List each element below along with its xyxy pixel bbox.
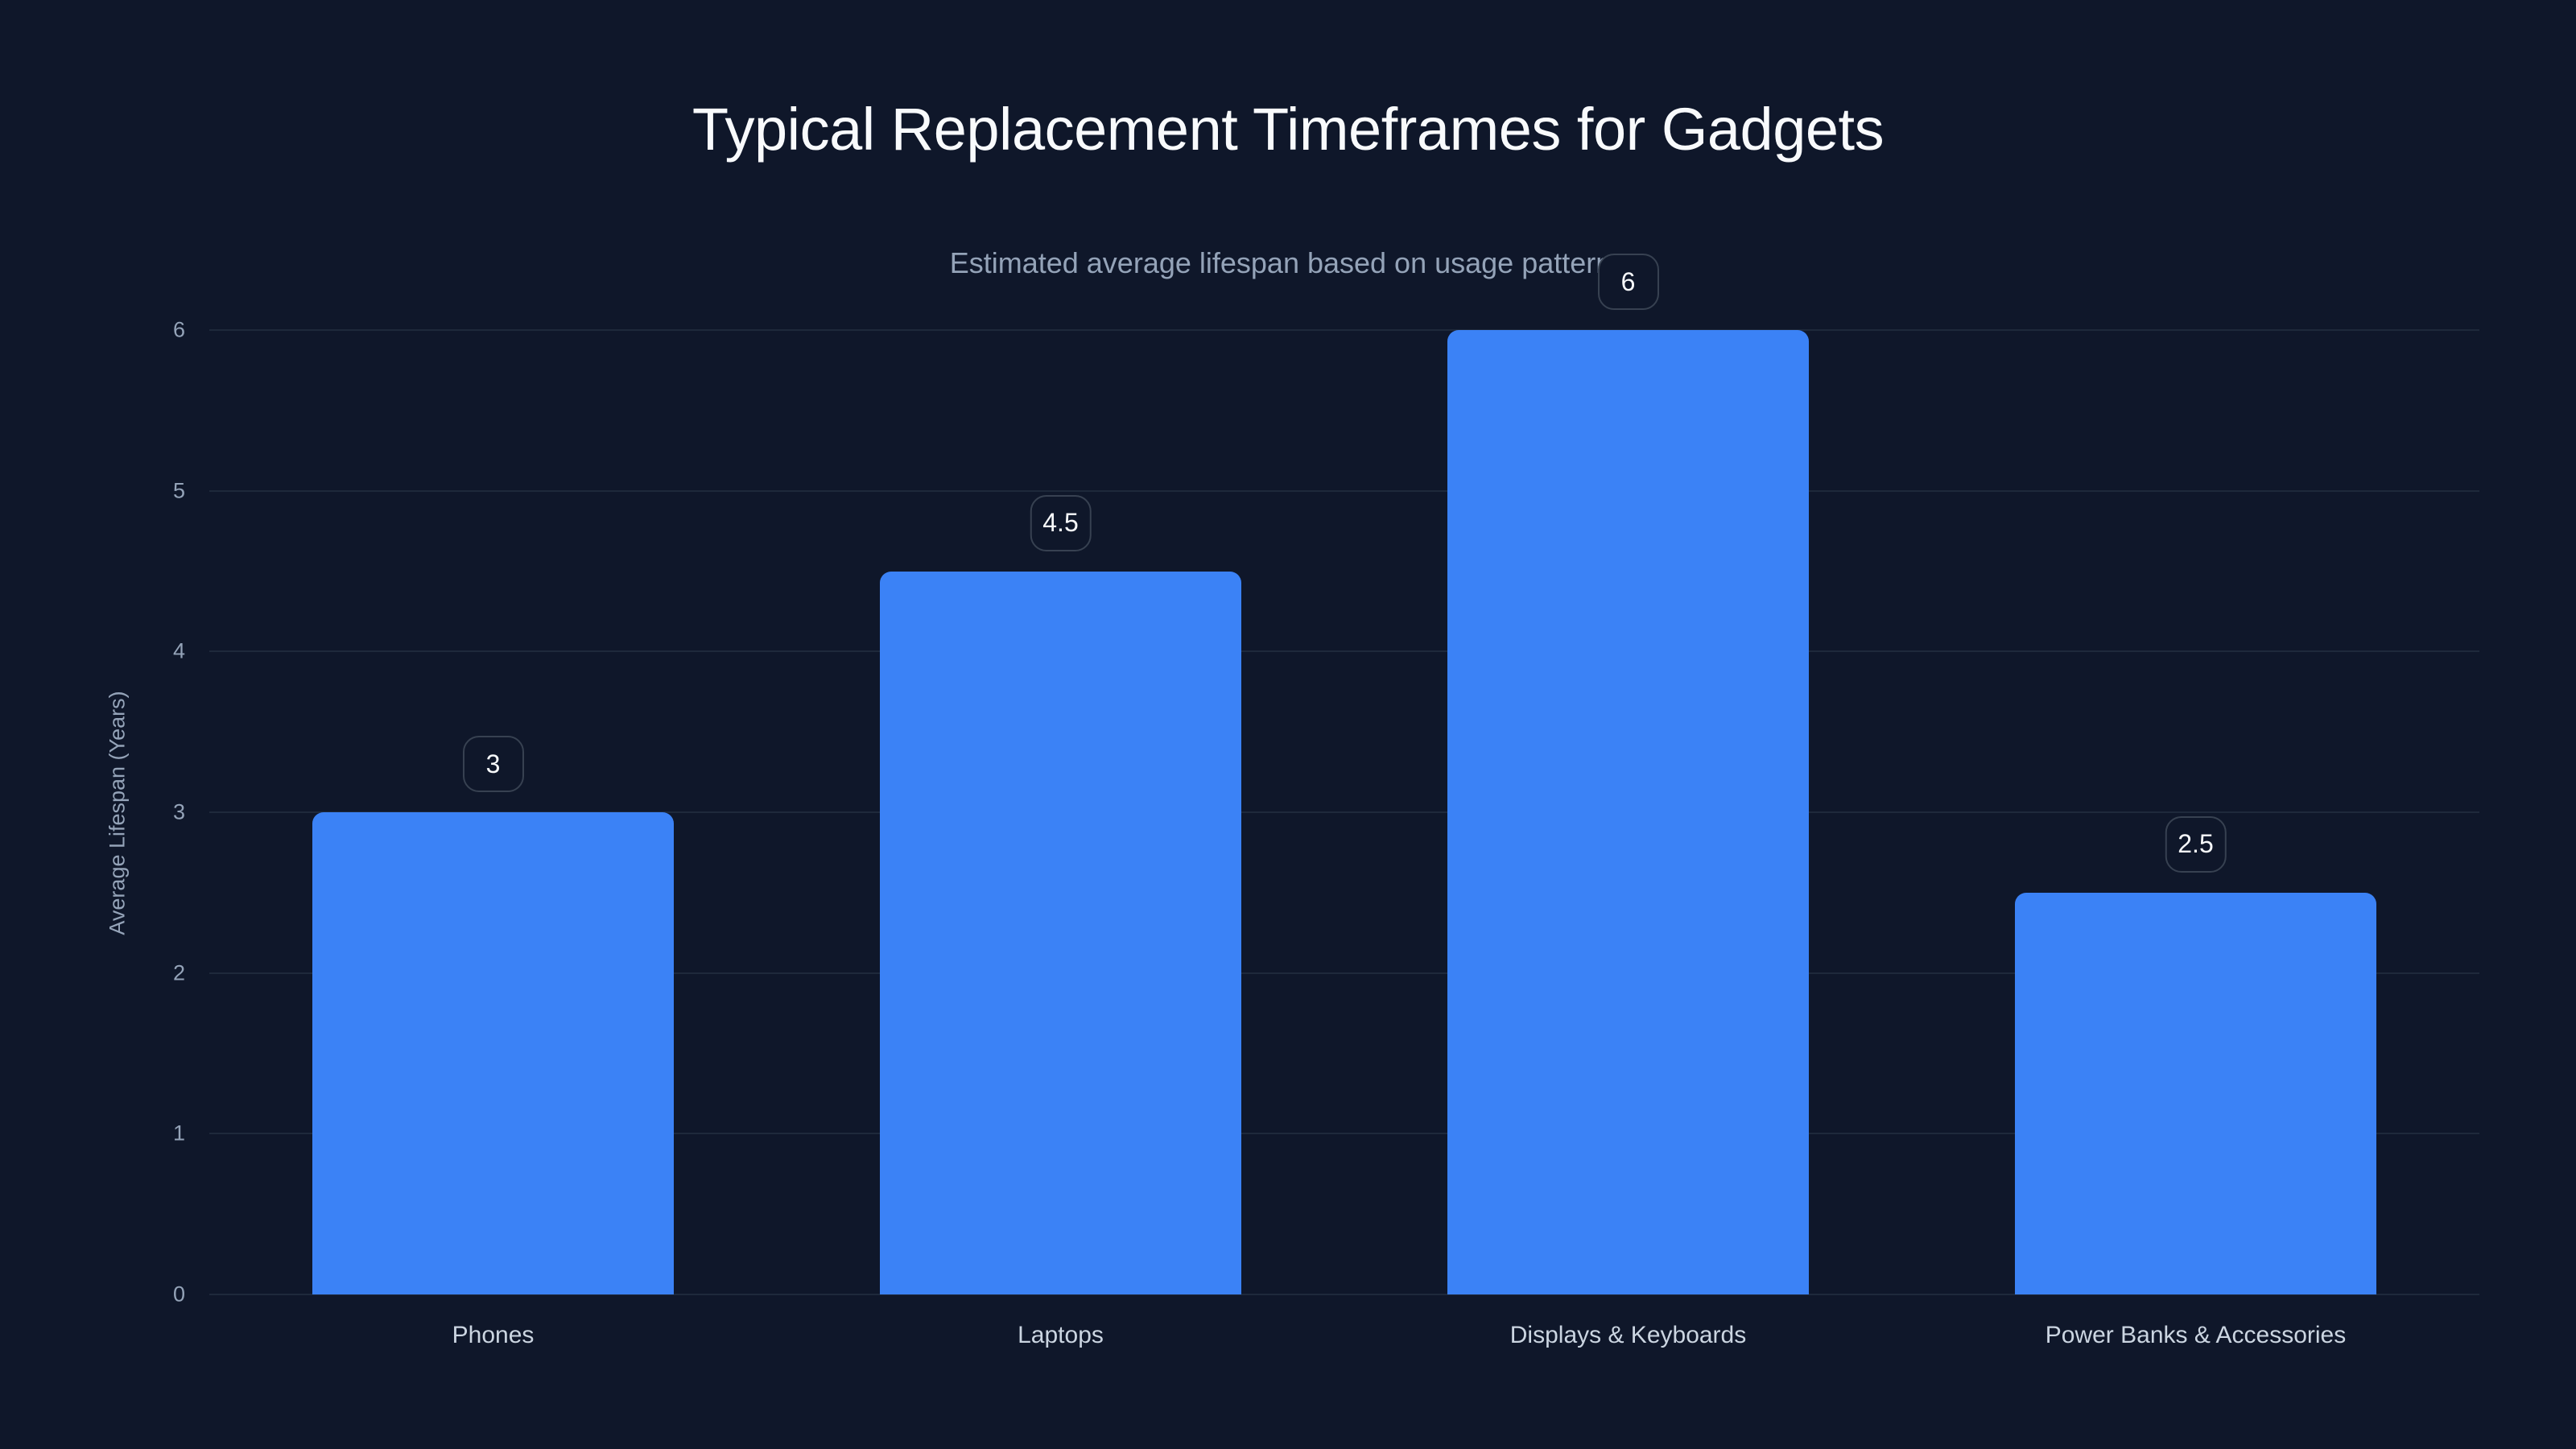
y-axis-label: Average Lifespan (Years) — [105, 691, 130, 935]
bar[interactable] — [880, 571, 1241, 1294]
y-tick-label: 4 — [172, 638, 185, 663]
bar[interactable] — [2015, 892, 2376, 1294]
x-tick-label: Displays & Keyboards — [1509, 1322, 1747, 1348]
y-tick-label: 1 — [172, 1121, 185, 1146]
gridline — [209, 1294, 2479, 1295]
gridline — [209, 489, 2479, 492]
y-tick-label: 2 — [172, 960, 185, 985]
chart-subtitle: Estimated average lifespan based on usag… — [949, 246, 1627, 279]
gridline — [209, 972, 2479, 974]
gridline — [209, 329, 2479, 331]
gridline — [209, 811, 2479, 813]
y-tick-label: 0 — [172, 1282, 185, 1307]
value-badge: 6 — [1597, 254, 1659, 310]
chart-title: Typical Replacement Timeframes for Gadge… — [691, 96, 1885, 163]
y-tick-label: 5 — [172, 478, 185, 503]
bar[interactable] — [312, 812, 674, 1294]
x-tick-label: Phones — [452, 1322, 535, 1348]
y-tick-label: 6 — [172, 317, 185, 342]
bar[interactable] — [1447, 330, 1809, 1294]
y-tick-label: 3 — [172, 799, 185, 824]
value-badge: 2.5 — [2165, 815, 2227, 873]
value-badge: 3 — [462, 736, 524, 792]
value-badge: 4.5 — [1030, 494, 1092, 551]
gridline — [209, 1133, 2479, 1135]
x-tick-label: Power Banks & Accessories — [2045, 1322, 2347, 1348]
gridline — [209, 650, 2479, 653]
x-tick-label: Laptops — [1018, 1322, 1104, 1348]
